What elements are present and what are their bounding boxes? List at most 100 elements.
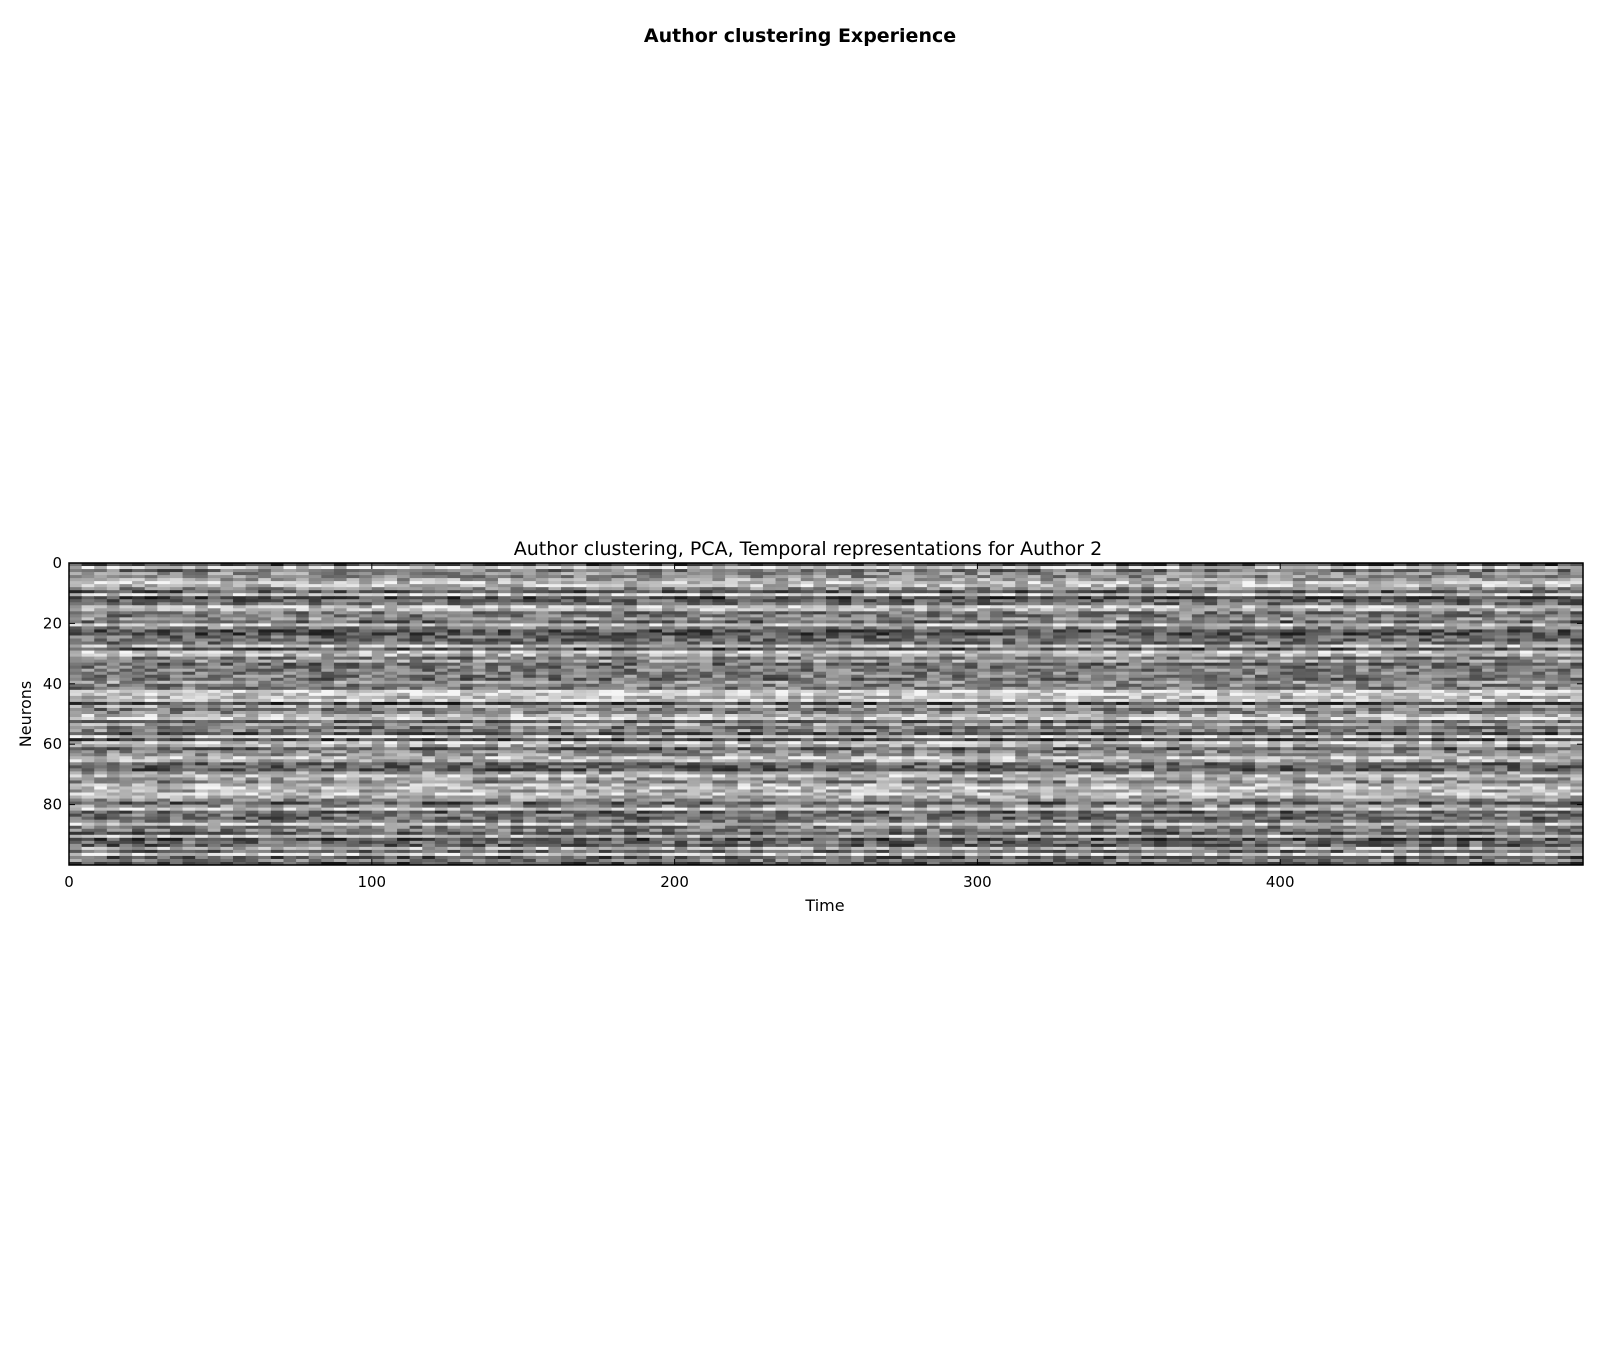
heatmap-cell [422,665,436,670]
heatmap-cell [788,683,802,688]
heatmap-cell [1431,614,1445,618]
heatmap-cell [1469,563,1483,567]
heatmap-cell [144,644,158,648]
heatmap-cell [889,569,903,573]
heatmap-cell [485,608,499,612]
heatmap-cell [157,611,171,615]
heatmap-cell [1027,653,1042,658]
heatmap-cell [1090,587,1105,591]
heatmap-cell [863,614,878,618]
heatmap-cell [1040,653,1054,658]
heatmap-cell [1053,599,1067,603]
heatmap-cell [1418,611,1433,615]
heatmap-cell [384,578,398,582]
heatmap-cell [1305,656,1319,661]
heatmap-cell [661,605,676,609]
heatmap-cell [1254,677,1269,682]
heatmap-cell [308,581,322,585]
heatmap-cell [1229,578,1243,582]
heatmap-cell [1242,641,1256,645]
heatmap-cell [434,641,449,645]
heatmap-cell [422,674,436,679]
heatmap-cell [1229,566,1243,570]
heatmap-cell [687,665,701,670]
heatmap-cell [1418,569,1433,573]
heatmap-cell [132,575,146,579]
heatmap-cell [1053,608,1067,612]
heatmap-cell [952,590,966,594]
heatmap-cell [434,650,449,654]
heatmap-cell [1318,566,1332,570]
heatmap-cell [1532,614,1546,618]
heatmap-cell [346,593,360,597]
heatmap-cell [687,602,701,606]
heatmap-cell [497,581,512,585]
heatmap-cell [876,638,890,642]
heatmap-cell [220,608,234,612]
heatmap-cell [914,668,928,673]
heatmap-cell [1318,620,1332,624]
heatmap-cell [699,644,714,648]
heatmap-cell [1204,590,1218,594]
heatmap-cell [1191,596,1206,600]
heatmap-cell [535,653,550,658]
heatmap-cell [1217,602,1231,606]
heatmap-cell [169,650,184,654]
heatmap-cell [258,671,272,676]
heatmap-cell [649,572,663,576]
heatmap-cell [359,593,373,597]
heatmap-cell [926,647,941,651]
heatmap-cell [687,686,701,691]
heatmap-cell [1318,593,1332,597]
heatmap-cell [788,602,802,606]
heatmap-cell [535,629,550,633]
heatmap-cell [346,629,360,633]
heatmap-cell [826,686,840,691]
heatmap-cell [1507,680,1521,685]
heatmap-cell [523,674,537,679]
heatmap-cell [1355,668,1370,673]
heatmap-cell [523,644,537,648]
heatmap-cell [674,593,688,597]
heatmap-cell [270,668,285,673]
heatmap-cell [990,572,1004,576]
heatmap-cell [1154,671,1168,676]
heatmap-cell [1015,593,1029,597]
heatmap-cell [725,659,739,664]
heatmap-cell [1191,584,1206,588]
heatmap-cell [990,605,1004,609]
heatmap-cell [1191,653,1206,658]
heatmap-cell [1355,599,1370,603]
heatmap-cell [1267,578,1281,582]
heatmap-cell [1015,572,1029,576]
heatmap-cell [1015,614,1029,618]
heatmap-cell [1519,599,1534,603]
heatmap-cell [472,617,486,621]
heatmap-cell [460,635,474,639]
heatmap-cell [1090,569,1105,573]
heatmap-cell [1242,638,1256,642]
heatmap-cell [434,593,449,597]
heatmap-cell [1204,677,1218,682]
heatmap-cell [220,584,234,588]
heatmap-cell [914,590,928,594]
heatmap-cell [977,587,991,591]
heatmap-cell [598,686,613,691]
heatmap-cell [863,677,878,682]
heatmap-cell [1355,572,1370,576]
heatmap-cell [624,575,638,579]
heatmap-cell [598,659,613,664]
heatmap-cell [1519,674,1534,679]
heatmap-cell [182,635,196,639]
heatmap-cell [1154,602,1168,606]
heatmap-cell [1431,599,1445,603]
heatmap-cell [94,581,108,585]
heatmap-cell [1040,680,1054,685]
heatmap-cell [258,584,272,588]
heatmap-cell [1330,569,1344,573]
heatmap-cell [460,638,474,642]
heatmap-cell [1179,671,1193,676]
heatmap-cell [195,617,209,621]
heatmap-cell [800,599,814,603]
heatmap-cell [409,641,423,645]
